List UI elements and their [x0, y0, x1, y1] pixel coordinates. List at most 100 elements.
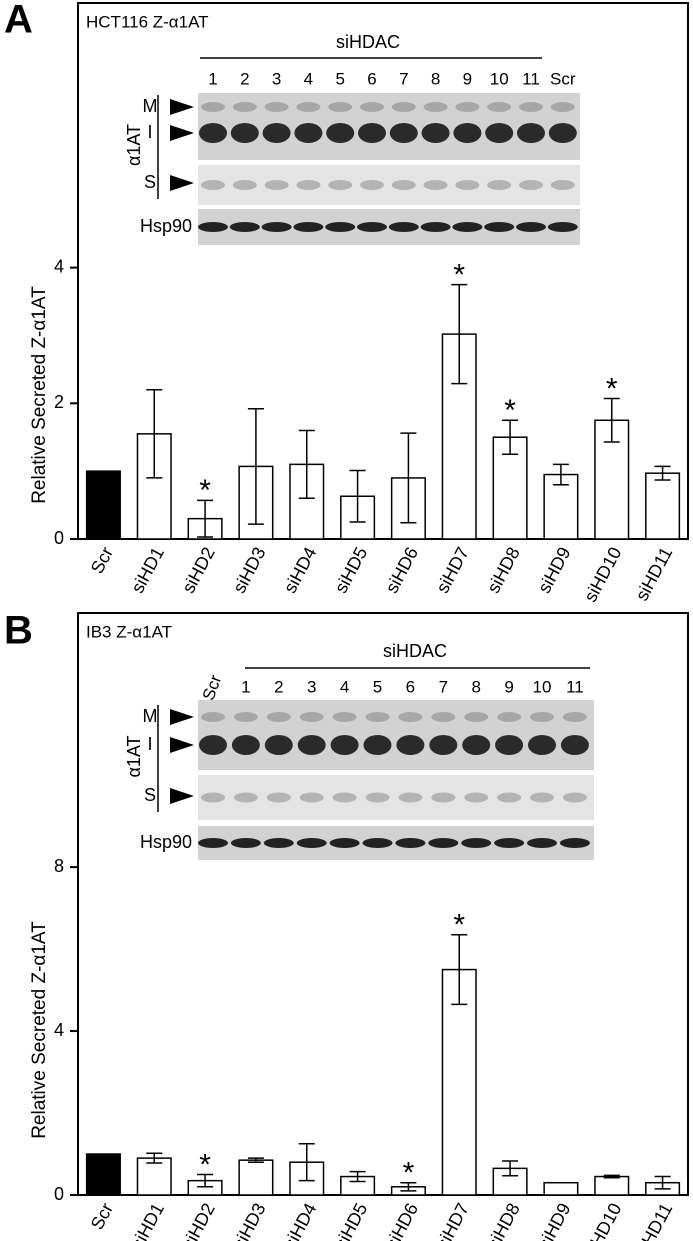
blot-band	[201, 180, 225, 190]
bar	[543, 1181, 579, 1196]
x-tick-label: siHD7	[432, 544, 473, 597]
lane-label: Scr	[199, 672, 226, 703]
band-label: I	[147, 122, 152, 142]
blot-band	[330, 735, 359, 755]
blot-band	[232, 180, 257, 190]
blot-band	[263, 838, 294, 848]
blot-band	[262, 123, 291, 143]
y-axis-label: Relative Secreted Z-α1AT	[29, 286, 50, 504]
x-tick-label: siHD4	[280, 544, 321, 597]
plot-frame	[77, 2, 689, 540]
x-tick-label: siHD8	[483, 1200, 524, 1241]
x-tick-label: siHD2	[178, 1200, 219, 1241]
blot-band	[229, 222, 260, 232]
bar	[85, 470, 121, 540]
blot-band	[294, 123, 323, 143]
blot-band	[423, 102, 448, 112]
x-tick-label: siHD7	[432, 1200, 473, 1241]
blot-band	[199, 735, 227, 755]
lane-label: 8	[431, 69, 440, 88]
panel-letter: B	[4, 609, 33, 653]
lane-label: 6	[406, 677, 415, 696]
x-tick-label: Scr	[87, 1200, 117, 1233]
x-tick-label: siHD10	[580, 1200, 625, 1241]
blot-band	[395, 838, 426, 848]
blot-band	[455, 180, 480, 190]
blot-strip	[198, 775, 594, 820]
blot-band	[516, 222, 546, 232]
blot-strip	[198, 93, 580, 160]
blot-band	[201, 102, 225, 112]
lane-label: 8	[471, 677, 480, 696]
band-label: M	[143, 96, 158, 116]
blot-band	[299, 712, 324, 722]
blot-band	[297, 735, 326, 755]
blot-band	[497, 712, 522, 722]
blot-band	[201, 712, 225, 722]
lane-label: 11	[566, 677, 584, 696]
blot-band	[357, 222, 387, 232]
blot-band	[562, 792, 587, 803]
chart-title: IB3 Z-α1AT	[86, 622, 172, 641]
blot-header: siHDAC	[383, 641, 447, 661]
blot-band	[423, 180, 448, 190]
band-arrow	[170, 99, 194, 115]
blot-band	[266, 712, 291, 722]
blot-band	[517, 123, 545, 143]
significance-marker: *	[199, 1148, 211, 1181]
blot-band	[232, 102, 257, 112]
lane-label: 3	[272, 69, 281, 88]
group-label: α1AT	[124, 124, 144, 166]
blot-band	[485, 123, 514, 143]
x-tick-label: siHD11	[632, 544, 677, 604]
blot-band	[562, 712, 587, 722]
band-arrow	[170, 709, 194, 725]
x-tick-label: siHD5	[331, 544, 372, 597]
y-tick-label: 4	[54, 256, 64, 276]
chart-title: HCT116 Z-α1AT	[86, 12, 209, 31]
blot-band	[328, 180, 353, 190]
blot-band	[431, 712, 456, 722]
blot-band	[266, 792, 291, 803]
blot-strip	[198, 700, 594, 770]
x-tick-label: siHD1	[127, 1200, 168, 1241]
blot-band	[455, 102, 480, 112]
blot-band	[497, 792, 522, 803]
blot-band	[198, 838, 228, 848]
blot-band	[358, 123, 386, 143]
x-tick-label: siHD9	[534, 1200, 575, 1241]
lane-label: 7	[399, 69, 408, 88]
x-tick-label: siHD8	[483, 544, 524, 597]
blot-band	[363, 735, 392, 755]
blot-band	[548, 123, 577, 143]
x-tick-label: siHD2	[178, 544, 219, 597]
significance-marker: *	[403, 1157, 415, 1190]
blot-band	[429, 735, 458, 755]
blot-band	[332, 712, 357, 722]
blot-band	[362, 838, 393, 848]
lane-label: 1	[208, 69, 217, 88]
x-tick-label: siHD5	[331, 1200, 372, 1241]
blot-band	[487, 180, 512, 190]
blot-band	[365, 792, 390, 803]
significance-marker: *	[453, 258, 465, 291]
blot-band	[233, 712, 258, 722]
band-arrow	[170, 125, 194, 141]
lane-label: 2	[274, 677, 283, 696]
blot-strip	[198, 165, 580, 205]
band-arrow	[170, 175, 194, 191]
blot-band	[494, 838, 525, 848]
blot-band	[550, 102, 575, 112]
blot-band	[230, 123, 259, 143]
band-label: M	[143, 706, 158, 726]
blot-band	[487, 102, 512, 112]
blot-band	[198, 222, 228, 232]
x-tick-label: siHD3	[229, 1200, 270, 1241]
x-tick-label: siHD9	[534, 544, 575, 597]
loading-label: Hsp90	[140, 832, 192, 852]
blot-band	[461, 838, 492, 848]
group-label: α1AT	[124, 735, 144, 777]
lane-label: 3	[307, 677, 316, 696]
blot-band	[299, 792, 324, 803]
